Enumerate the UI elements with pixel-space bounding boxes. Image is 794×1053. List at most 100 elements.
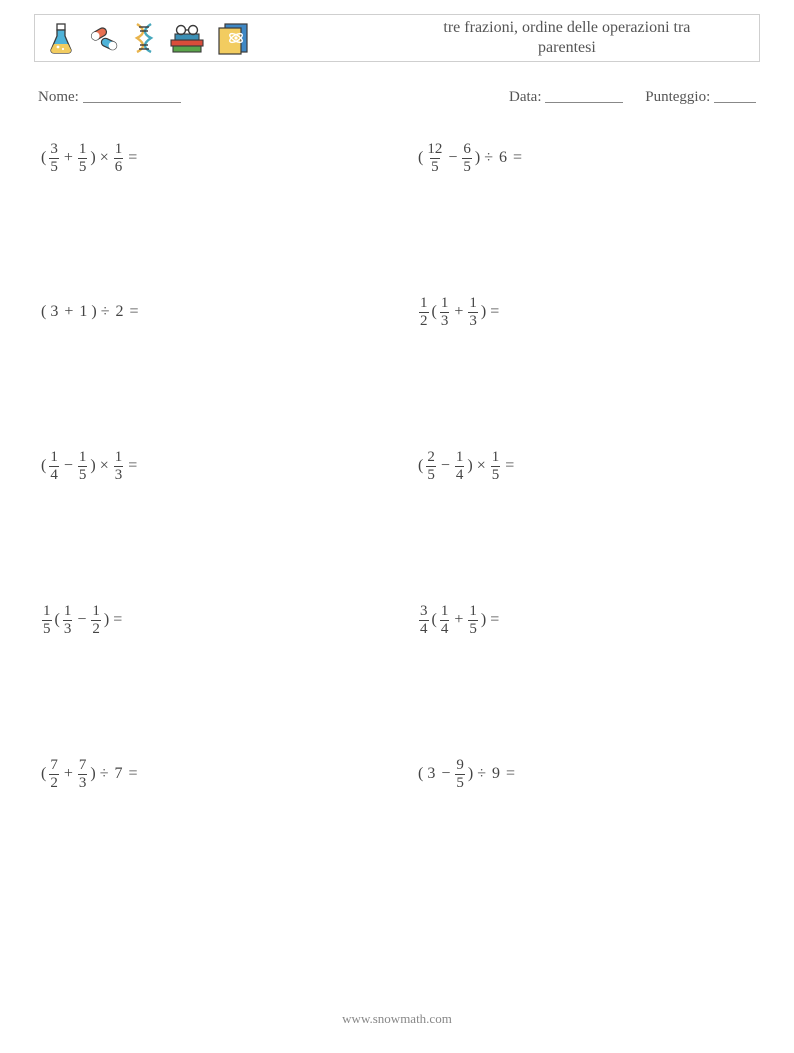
score-label: Punteggio: xyxy=(645,89,710,105)
fraction-denominator: 4 xyxy=(419,620,429,637)
fraction: 95 xyxy=(455,758,465,791)
fraction-denominator: 3 xyxy=(468,312,478,329)
paren: ( xyxy=(41,457,46,475)
dna-icon xyxy=(127,20,161,56)
math-token: ÷ xyxy=(101,303,110,321)
math-token: = xyxy=(113,611,122,629)
paren: ) xyxy=(104,611,109,629)
problem: 15(13−12)= xyxy=(40,598,377,642)
fraction: 15 xyxy=(42,604,52,637)
name-label: Nome: xyxy=(38,89,79,105)
date-blank[interactable] xyxy=(545,88,623,103)
paren: ( xyxy=(41,765,46,783)
problem: (25−14)×15= xyxy=(417,444,754,488)
fraction: 15 xyxy=(78,142,88,175)
math-token: 3 xyxy=(50,303,58,321)
fraction-numerator: 1 xyxy=(114,142,124,158)
fraction-numerator: 1 xyxy=(114,450,124,466)
fraction: 15 xyxy=(78,450,88,483)
fraction-numerator: 1 xyxy=(468,604,478,620)
paren: ) xyxy=(91,303,96,321)
math-token: 3 xyxy=(427,765,435,783)
math-token: × xyxy=(477,457,486,475)
problem: (125−65)÷6= xyxy=(417,136,754,180)
name-field: Nome: xyxy=(38,86,181,106)
problem: (14−15)×13= xyxy=(40,444,377,488)
fraction-numerator: 3 xyxy=(419,604,429,620)
fraction: 72 xyxy=(49,758,59,791)
math-token: = xyxy=(506,765,515,783)
fraction-denominator: 5 xyxy=(426,466,436,483)
fraction-numerator: 1 xyxy=(63,604,73,620)
math-token: 7 xyxy=(114,765,122,783)
fraction-denominator: 6 xyxy=(114,158,124,175)
problem: 34(14+15)= xyxy=(417,598,754,642)
fraction: 16 xyxy=(114,142,124,175)
problem: (3−95)÷9= xyxy=(417,752,754,796)
info-row: Nome: Data: Punteggio: xyxy=(38,86,756,106)
fraction-numerator: 1 xyxy=(42,604,52,620)
paren: ) xyxy=(481,303,486,321)
fraction-numerator: 1 xyxy=(455,450,465,466)
math-token: − xyxy=(64,457,73,475)
paren: ( xyxy=(55,611,60,629)
fraction-denominator: 3 xyxy=(440,312,450,329)
fraction-numerator: 9 xyxy=(455,758,465,774)
math-token: = xyxy=(128,149,137,167)
math-token: + xyxy=(64,149,73,167)
math-token: = xyxy=(128,765,137,783)
math-token: = xyxy=(505,457,514,475)
fraction-denominator: 5 xyxy=(455,774,465,791)
paren: ( xyxy=(41,303,46,321)
problem: 12(13+13)= xyxy=(417,290,754,334)
fraction: 13 xyxy=(114,450,124,483)
fraction: 35 xyxy=(49,142,59,175)
fraction-denominator: 5 xyxy=(49,158,59,175)
score-blank[interactable] xyxy=(714,88,756,103)
paren: ) xyxy=(481,611,486,629)
fraction-numerator: 3 xyxy=(49,142,59,158)
title-line-2: parentesi xyxy=(538,39,596,56)
fraction: 13 xyxy=(63,604,73,637)
books-icon xyxy=(167,20,207,56)
math-token: + xyxy=(64,765,73,783)
fraction-numerator: 7 xyxy=(49,758,59,774)
problem: (35+15)×16= xyxy=(40,136,377,180)
fraction: 13 xyxy=(468,296,478,329)
math-token: ÷ xyxy=(477,765,486,783)
fraction: 14 xyxy=(440,604,450,637)
paren: ) xyxy=(90,457,95,475)
fraction-denominator: 5 xyxy=(42,620,52,637)
paren: ) xyxy=(467,457,472,475)
fraction: 12 xyxy=(91,604,101,637)
fraction-numerator: 12 xyxy=(426,142,443,158)
fraction-numerator: 1 xyxy=(78,142,88,158)
paren: ( xyxy=(41,149,46,167)
fraction-numerator: 2 xyxy=(426,450,436,466)
problem: (3+1)÷2= xyxy=(40,290,377,334)
name-blank[interactable] xyxy=(83,88,181,103)
math-token: = xyxy=(129,303,138,321)
problem: (72+73)÷7= xyxy=(40,752,377,796)
pills-icon xyxy=(85,20,121,56)
fraction-denominator: 5 xyxy=(491,466,501,483)
math-token: = xyxy=(513,149,522,167)
paren: ) xyxy=(90,765,95,783)
math-token: − xyxy=(441,765,450,783)
worksheet-page: tre frazioni, ordine delle operazioni tr… xyxy=(0,0,794,1053)
math-token: − xyxy=(448,149,457,167)
math-token: = xyxy=(490,303,499,321)
math-token: + xyxy=(454,611,463,629)
math-token: 2 xyxy=(115,303,123,321)
math-token: × xyxy=(100,149,109,167)
fraction: 13 xyxy=(440,296,450,329)
fraction: 12 xyxy=(419,296,429,329)
flask-icon xyxy=(43,20,79,56)
fraction-numerator: 1 xyxy=(440,604,450,620)
worksheet-title: tre frazioni, ordine delle operazioni tr… xyxy=(383,18,751,58)
paren: ) xyxy=(90,149,95,167)
fraction-denominator: 3 xyxy=(78,774,88,791)
math-token: + xyxy=(454,303,463,321)
atom-book-icon xyxy=(213,20,251,56)
math-token: ÷ xyxy=(484,149,493,167)
